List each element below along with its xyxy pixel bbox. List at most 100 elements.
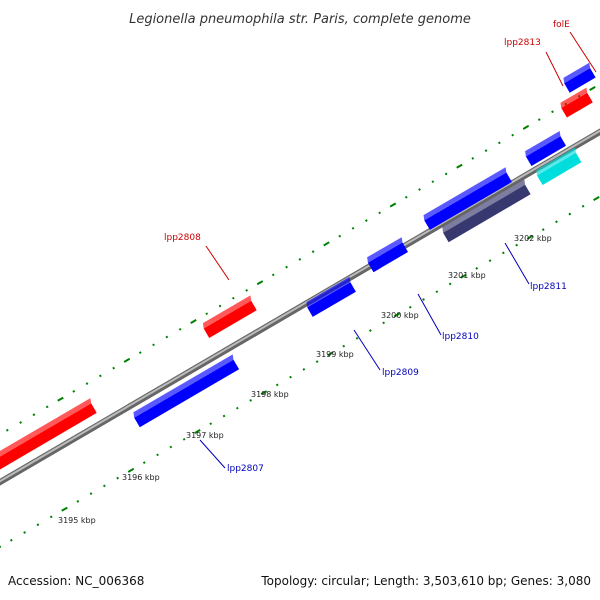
- gene-label-lpp2809: lpp2809: [382, 368, 419, 378]
- inner-tick: [260, 390, 268, 396]
- inner-tick: [0, 545, 2, 549]
- outer-tick: [338, 234, 342, 238]
- outer-tick: [456, 163, 463, 169]
- gene-label-lpp2807: lpp2807: [227, 464, 264, 474]
- inner-tick: [526, 234, 534, 240]
- inner-tick: [568, 212, 572, 216]
- gene-lpp2810: [367, 242, 408, 273]
- inner-tick: [593, 196, 600, 201]
- outer-tick: [57, 396, 64, 402]
- inner-tick: [169, 445, 173, 449]
- tick-label-3202: 3202 kbp: [514, 234, 552, 243]
- outer-tick: [285, 265, 288, 269]
- gene-rna-a-bevel: [536, 147, 576, 176]
- inner-tick: [501, 251, 505, 255]
- outer-tick: [471, 157, 475, 160]
- tick-label-3196: 3196 kbp: [122, 473, 160, 482]
- outer-tick: [178, 327, 182, 331]
- outer-tick: [5, 428, 9, 432]
- inner-tick: [127, 467, 135, 473]
- gene-label-lpp2808: lpp2808: [164, 233, 201, 243]
- outer-tick: [511, 133, 515, 137]
- inner-tick: [49, 515, 53, 519]
- outer-tick: [19, 421, 22, 424]
- gene-label-lpp2813: lpp2813: [504, 38, 541, 48]
- outer-tick: [431, 180, 435, 184]
- outer-tick: [537, 118, 541, 121]
- inner-tick: [541, 228, 545, 231]
- outer-tick: [98, 374, 102, 378]
- inner-tick: [156, 453, 159, 457]
- outer-tick: [298, 258, 302, 261]
- inner-tick: [488, 259, 492, 263]
- outer-tick: [404, 195, 408, 199]
- leader-folE: [569, 31, 597, 73]
- gene-lpp2807: [134, 359, 240, 428]
- gene-lpp2807-bevel: [133, 354, 234, 418]
- gene-red-left-bevel: [0, 398, 92, 457]
- outer-tick: [165, 335, 169, 339]
- inner-tick: [422, 298, 425, 301]
- inner-tick: [460, 273, 467, 279]
- leader-lines: [199, 31, 597, 469]
- gene-red-top-bevel: [560, 87, 588, 108]
- gene-lpp2808: [203, 300, 257, 338]
- inner-tick: [315, 360, 319, 363]
- tick-labels: 3195 kbp 3196 kbp 3197 kbp 3198 kbp 3199…: [58, 234, 552, 525]
- inner-tick: [475, 267, 479, 270]
- gene-lpp2811-a: [424, 172, 512, 230]
- inner-tick: [23, 531, 26, 534]
- outer-tick: [256, 280, 264, 286]
- inner-tick: [222, 414, 226, 418]
- gene-blue-top: [564, 68, 596, 93]
- inner-tick: [393, 312, 401, 318]
- outer-tick: [378, 211, 382, 215]
- leader-lpp2808: [205, 245, 230, 281]
- inner-tick-ring: [0, 196, 600, 549]
- tick-label-3200: 3200 kbp: [381, 311, 419, 320]
- outer-tick: [323, 241, 330, 247]
- inner-tick: [382, 321, 386, 325]
- inner-tick: [435, 290, 439, 294]
- leader-lpp2810: [417, 293, 442, 336]
- inner-tick: [9, 538, 13, 542]
- inner-tick: [355, 336, 359, 340]
- leader-lpp2813: [545, 51, 564, 87]
- outer-tick: [551, 110, 554, 114]
- leader-lpp2811: [504, 242, 530, 285]
- gene-lpp2813-r-bevel: [525, 131, 561, 157]
- leader-lpp2809: [353, 329, 381, 371]
- inner-tick: [116, 476, 120, 480]
- gene-lpp2809: [307, 282, 356, 317]
- outer-tick: [389, 202, 397, 208]
- inner-tick: [142, 461, 146, 464]
- tick-label-3197: 3197 kbp: [186, 431, 224, 440]
- outer-tick: [231, 296, 235, 300]
- gene-lpp2813-r: [525, 136, 566, 166]
- gene-lpp2811-b: [443, 184, 531, 243]
- outer-tick: [205, 312, 209, 316]
- inner-tick: [368, 329, 372, 332]
- inner-tick: [102, 484, 106, 488]
- map-title: Legionella pneumophila str. Paris, compl…: [129, 12, 471, 27]
- gene-features: [0, 62, 596, 470]
- outer-tick: [311, 250, 315, 253]
- inner-tick: [302, 368, 306, 371]
- gene-label-lpp2811: lpp2811: [530, 282, 567, 292]
- inner-tick: [36, 523, 40, 527]
- outer-tick: [138, 351, 142, 354]
- inner-tick: [194, 429, 201, 434]
- outer-tick: [152, 343, 155, 347]
- outer-tick: [351, 226, 355, 230]
- inner-tick: [289, 375, 292, 379]
- inner-tick: [327, 351, 334, 357]
- gene-labels: lpp2807 lpp2808 lpp2809 lpp2810 lpp2811 …: [164, 20, 570, 474]
- inner-tick: [515, 243, 519, 247]
- inner-tick: [209, 422, 213, 426]
- inner-tick: [182, 437, 186, 441]
- gene-lpp2811-b-bevel: [442, 179, 526, 233]
- gene-red-top: [561, 92, 593, 118]
- tick-label-3198: 3198 kbp: [251, 390, 289, 399]
- inner-tick: [275, 383, 279, 387]
- inner-tick: [448, 282, 452, 286]
